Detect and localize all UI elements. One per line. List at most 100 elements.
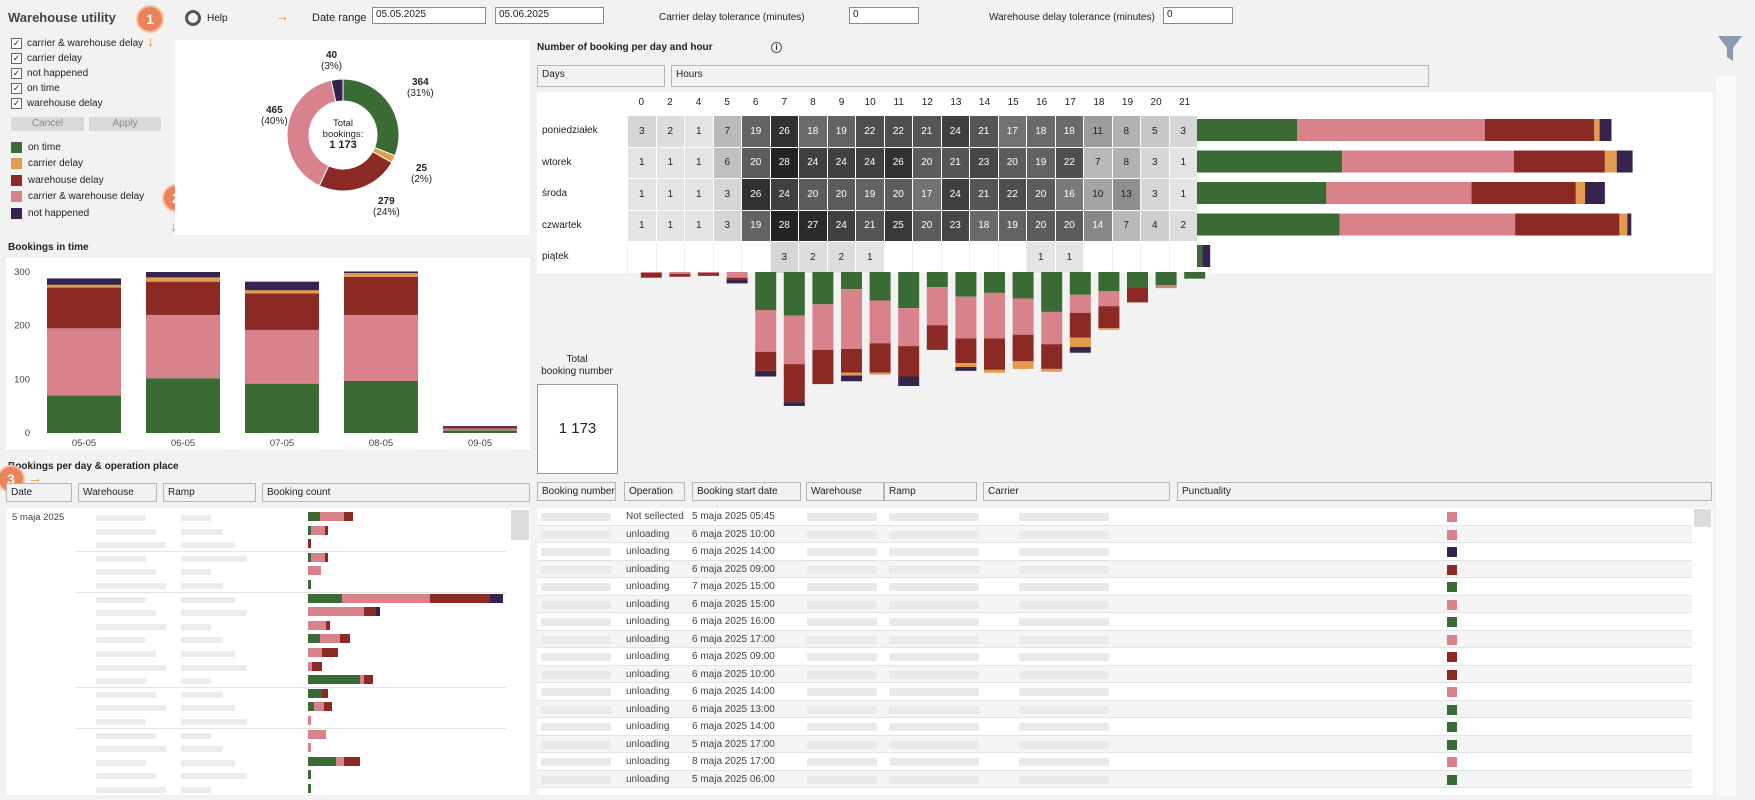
booking-count-bar-segment[interactable] bbox=[320, 634, 340, 644]
hour-bar-segment[interactable] bbox=[926, 325, 948, 350]
weekday-bar-segment[interactable] bbox=[1599, 119, 1612, 141]
cancel-button[interactable]: Cancel bbox=[11, 117, 84, 131]
heatmap-cell[interactable]: 3 bbox=[712, 178, 742, 211]
booking-count-bar-segment[interactable] bbox=[322, 688, 328, 698]
hour-bar-segment[interactable] bbox=[669, 272, 691, 274]
heatmap-cell[interactable]: 8 bbox=[1111, 146, 1141, 179]
donut-slice[interactable] bbox=[318, 151, 393, 192]
booking-count-bar-segment[interactable] bbox=[360, 675, 364, 685]
hour-bar-segment[interactable] bbox=[1098, 306, 1120, 329]
booking-count-bar-segment[interactable] bbox=[308, 648, 322, 657]
heatmap-cell[interactable]: 1 bbox=[1168, 178, 1198, 211]
booking-count-bar-segment[interactable] bbox=[308, 729, 326, 739]
hour-bar-segment[interactable] bbox=[783, 315, 805, 365]
weekday-bar-segment[interactable] bbox=[1197, 182, 1327, 204]
hour-bar-segment[interactable] bbox=[812, 272, 834, 305]
weekday-bar-segment[interactable] bbox=[1326, 182, 1472, 204]
booking-count-bar-segment[interactable] bbox=[308, 566, 321, 576]
hour-bar-segment[interactable] bbox=[1098, 328, 1120, 330]
booking-count-bar-segment[interactable] bbox=[336, 756, 344, 766]
bar-segment[interactable] bbox=[146, 281, 220, 315]
table-row[interactable] bbox=[537, 648, 1692, 666]
heatmap-cell[interactable]: 3 bbox=[712, 209, 742, 242]
col-header-booking-start-date[interactable]: Booking start date bbox=[692, 482, 801, 501]
bar-segment[interactable] bbox=[146, 378, 220, 433]
heatmap-cell[interactable]: 26 bbox=[769, 115, 799, 148]
table-row[interactable] bbox=[537, 543, 1692, 561]
col-header-warehouse[interactable]: Warehouse bbox=[78, 483, 157, 502]
heatmap-cell[interactable] bbox=[997, 241, 1027, 274]
hour-bar-segment[interactable] bbox=[783, 402, 805, 406]
booking-count-bar-segment[interactable] bbox=[308, 512, 320, 521]
hour-bar-segment[interactable] bbox=[1041, 272, 1063, 312]
heatmap-cell[interactable]: 20 bbox=[912, 209, 942, 242]
bar-segment[interactable] bbox=[47, 278, 121, 285]
booking-count-bar-segment[interactable] bbox=[311, 525, 325, 535]
hour-bar-segment[interactable] bbox=[755, 272, 777, 310]
booking-count-bar-segment[interactable] bbox=[342, 593, 430, 603]
heatmap-cell[interactable]: 3 bbox=[1140, 146, 1170, 179]
heatmap-cell[interactable]: 20 bbox=[997, 146, 1027, 179]
table-row[interactable] bbox=[537, 560, 1692, 578]
heatmap-cell[interactable]: 26 bbox=[741, 178, 771, 211]
table-row[interactable] bbox=[537, 718, 1692, 736]
heatmap-cell[interactable]: 17 bbox=[912, 178, 942, 211]
heatmap-cell[interactable]: 1 bbox=[627, 209, 657, 242]
booking-count-bar-segment[interactable] bbox=[308, 784, 311, 793]
heatmap-cell[interactable]: 21 bbox=[969, 115, 999, 148]
booking-count-bar-segment[interactable] bbox=[308, 620, 326, 630]
bar-segment[interactable] bbox=[344, 380, 418, 433]
heatmap-cell[interactable]: 2 bbox=[826, 241, 856, 274]
booking-count-bar-segment[interactable] bbox=[308, 552, 311, 562]
heatmap-cell[interactable]: 19 bbox=[1026, 146, 1056, 179]
table-row[interactable] bbox=[537, 508, 1692, 526]
filter-checkbox[interactable]: ✓ carrier delay bbox=[11, 51, 143, 66]
heatmap-cell[interactable]: 20 bbox=[798, 178, 828, 211]
col-header-operation[interactable]: Operation bbox=[624, 482, 685, 501]
bar-segment[interactable] bbox=[245, 383, 319, 433]
hour-bar-segment[interactable] bbox=[926, 272, 948, 288]
hour-bar-segment[interactable] bbox=[1069, 337, 1091, 348]
heatmap-cell[interactable]: 16 bbox=[1054, 178, 1084, 211]
weekday-bar-segment[interactable] bbox=[1342, 150, 1514, 173]
hour-bar-segment[interactable] bbox=[812, 304, 834, 350]
table-row[interactable] bbox=[537, 770, 1692, 788]
booking-count-bar-segment[interactable] bbox=[364, 675, 373, 685]
hour-bar-segment[interactable] bbox=[955, 367, 977, 371]
heatmap-cell[interactable]: 22 bbox=[997, 178, 1027, 211]
heatmap-cell[interactable]: 1 bbox=[855, 241, 885, 274]
bar-segment[interactable] bbox=[47, 284, 121, 288]
hour-bar-segment[interactable] bbox=[698, 272, 719, 275]
heatmap-cell[interactable]: 22 bbox=[1054, 146, 1084, 179]
weekday-bar-segment[interactable] bbox=[1585, 182, 1605, 204]
table-row[interactable] bbox=[537, 613, 1692, 631]
hour-bar-segment[interactable] bbox=[1069, 312, 1091, 338]
weekday-bar-segment[interactable] bbox=[1515, 213, 1620, 236]
col-header-booking-number[interactable]: Booking number bbox=[537, 482, 616, 501]
hour-bar-segment[interactable] bbox=[1155, 272, 1177, 286]
booking-count-bar-segment[interactable] bbox=[308, 675, 360, 685]
weekday-bar-segment[interactable] bbox=[1616, 150, 1633, 173]
hour-bar-segment[interactable] bbox=[955, 363, 977, 367]
table-row[interactable] bbox=[537, 630, 1692, 648]
heatmap-cell[interactable]: 1 bbox=[684, 209, 714, 242]
booking-count-bar-segment[interactable] bbox=[308, 593, 342, 603]
booking-count-bar-segment[interactable] bbox=[325, 552, 328, 562]
hour-bar-segment[interactable] bbox=[955, 272, 977, 297]
heatmap-cell[interactable]: 7 bbox=[712, 115, 742, 148]
hour-bar-segment[interactable] bbox=[869, 300, 891, 344]
bar-segment[interactable] bbox=[443, 426, 517, 427]
heatmap-cell[interactable]: 1 bbox=[655, 146, 685, 179]
table-row[interactable] bbox=[537, 665, 1692, 683]
heatmap-cell[interactable] bbox=[1168, 241, 1198, 274]
heatmap-cell[interactable]: 19 bbox=[741, 115, 771, 148]
hour-bar-segment[interactable] bbox=[1069, 272, 1091, 295]
heatmap-cell[interactable]: 3 bbox=[627, 115, 657, 148]
weekday-bar-segment[interactable] bbox=[1339, 213, 1516, 236]
bar-segment[interactable] bbox=[443, 428, 517, 431]
hour-bar-segment[interactable] bbox=[898, 376, 920, 387]
heatmap-cell[interactable]: 21 bbox=[940, 146, 970, 179]
hour-bar-segment[interactable] bbox=[1155, 285, 1177, 289]
hour-bar-segment[interactable] bbox=[1041, 311, 1063, 345]
booking-count-bar-segment[interactable] bbox=[308, 688, 322, 698]
